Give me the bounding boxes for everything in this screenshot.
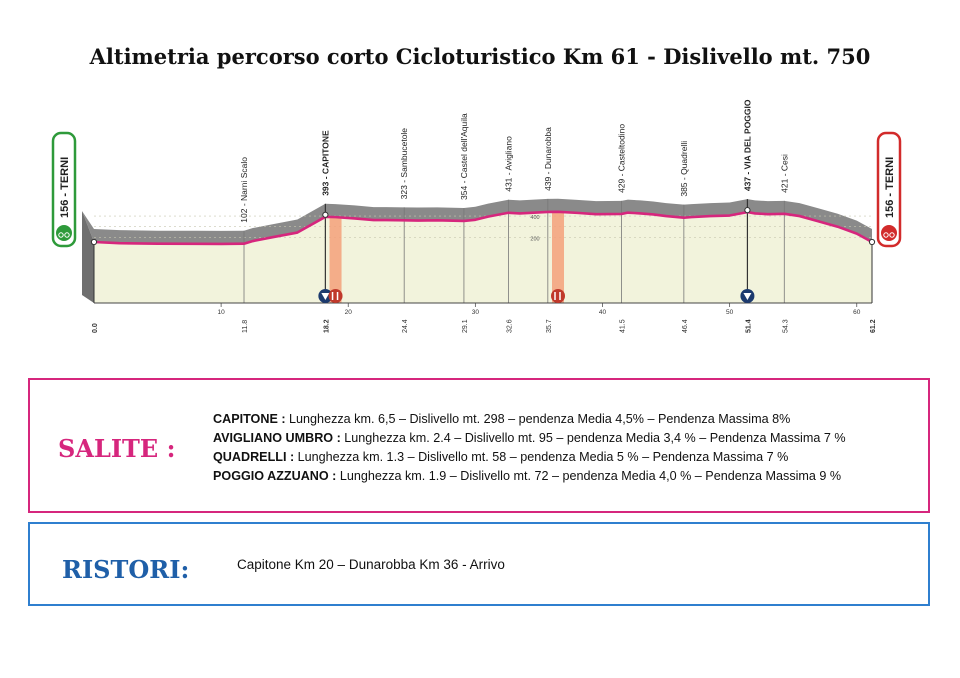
climb-item: QUADRELLI : Lunghezza km. 1.3 – Dislivel… [213, 448, 846, 467]
start-bike-icon [56, 225, 72, 241]
waypoint-label: 431 - Avigliano [503, 136, 513, 192]
finish-bike-wheel-icon [883, 232, 889, 238]
refreshments-box: RISTORI: Capitone Km 20 – Dunarobba Km 3… [28, 522, 930, 606]
waypoint-km-label: 41.5 [620, 319, 627, 333]
finish-bike-wheel-icon [889, 232, 895, 238]
feed-icon-cutlery [331, 292, 339, 300]
endpoint-dot [868, 238, 876, 246]
km-tick-label: 10 [218, 309, 226, 316]
finish-badge-label: 156 - TERNI [884, 157, 896, 218]
altitude-tick-label: 400 [530, 215, 539, 221]
waypoint-label: 354 - Castel dell'Aquila [459, 113, 469, 200]
waypoint-km-label: 46.4 [682, 319, 689, 333]
refreshments-heading: RISTORI: [62, 555, 190, 584]
waypoint-label: 421 - Cesi [779, 154, 789, 193]
profile-side-wall [82, 211, 94, 303]
climbs-heading: SALITE : [58, 434, 176, 463]
km-tick-label: 50 [726, 309, 734, 316]
page-title: Altimetria percorso corto Cicloturistico… [89, 44, 871, 69]
feed-zone-strip [552, 211, 565, 303]
waypoint-km-label: 51.4 [745, 319, 752, 333]
waypoint-km-label: 11.8 [242, 320, 249, 333]
waypoint-label: 437 - VIA DEL POGGIO [742, 99, 752, 191]
profile-road-line [93, 210, 873, 246]
profile-ridge-band [82, 198, 872, 244]
feed-icon-cutlery [554, 292, 561, 300]
climb-item: CAPITONE : Lunghezza km. 6,5 – Dislivell… [213, 410, 846, 429]
summit-dot [322, 211, 329, 218]
waypoint-label: 102 - Narni Scalo [239, 157, 249, 223]
climb-item: POGGIO AZZUANO : Lunghezza km. 1.9 – Dis… [213, 467, 846, 486]
climb-name: QUADRELLI : [213, 450, 295, 464]
waypoint-label: 393 - CAPITONE [320, 130, 330, 196]
km-tick-label: 60 [853, 309, 861, 316]
climb-name: CAPITONE : [213, 412, 286, 426]
climb-details: Lunghezza km. 1.9 – Dislivello mt. 72 – … [336, 469, 842, 483]
gpm-icon-triangle [321, 293, 330, 300]
start-km-label: 0.0 [92, 323, 99, 333]
climbs-list: CAPITONE : Lunghezza km. 6,5 – Dislivell… [213, 410, 846, 486]
finish-badge [876, 131, 902, 248]
waypoint-km-label: 32.6 [506, 319, 513, 333]
waypoint-km-label: 54.3 [782, 319, 789, 333]
start-badge-label: 156 - TERNI [59, 157, 71, 218]
start-badge [51, 131, 77, 248]
endpoint-dot [90, 238, 98, 246]
feed-icon [551, 289, 566, 303]
finish-bike-icon [881, 225, 897, 241]
feed-icon [328, 289, 343, 303]
waypoint-label: 439 - Dunarobba [543, 127, 553, 191]
start-bike-wheel-icon [58, 232, 64, 238]
climb-item: AVIGLIANO UMBRO : Lunghezza km. 2.4 – Di… [213, 429, 846, 448]
km-tick-label: 40 [599, 309, 607, 316]
climb-details: Lunghezza km. 2.4 – Dislivello mt. 95 – … [340, 431, 846, 445]
waypoint-km-label: 24.4 [402, 319, 409, 333]
profile-surface [94, 211, 872, 303]
feed-zone-strip [329, 217, 342, 303]
waypoint-label: 429 - Castel­todino [617, 124, 627, 193]
finish-km-label: 61.2 [870, 319, 877, 333]
start-bike-wheel-icon [64, 232, 70, 238]
climb-details: Lunghezza km. 1.3 – Dislivello mt. 58 – … [294, 450, 789, 464]
waypoint-km-label: 29.1 [462, 319, 469, 333]
altitude-tick-label: 200 [530, 236, 539, 242]
altimetry-profile-chart: 102 - Narni Scalo 11.8 393 - CAPITONE 18.2 3… [51, 99, 902, 333]
waypoint-label: 323 - Sambucetole [399, 128, 409, 200]
climbs-box: SALITE : CAPITONE : Lunghezza km. 6,5 – … [28, 378, 930, 513]
climb-name: POGGIO AZZUANO : [213, 469, 337, 483]
gpm-icon-triangle [743, 293, 752, 300]
summit-dot [744, 207, 751, 214]
km-tick-label: 30 [472, 309, 480, 316]
waypoint-km-label: 35.7 [546, 319, 553, 333]
climb-details: Lunghezza km. 6,5 – Dislivello mt. 298 –… [285, 412, 791, 426]
km-tick-label: 20 [345, 309, 353, 316]
waypoint-label: 385 - Quadrelli [679, 141, 689, 197]
waypoint-km-label: 18.2 [323, 319, 330, 333]
refreshments-text: Capitone Km 20 – Dunarobba Km 36 - Arriv… [237, 557, 505, 572]
climb-name: AVIGLIANO UMBRO : [213, 431, 341, 445]
